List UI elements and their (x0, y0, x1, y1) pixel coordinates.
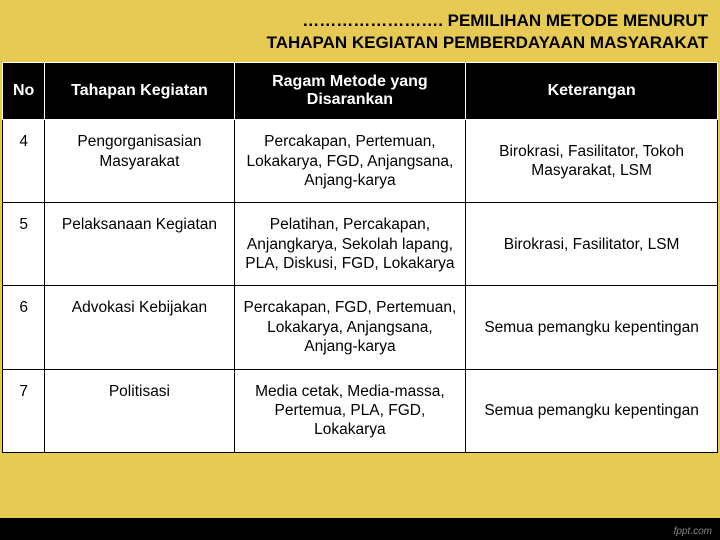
cell-no: 7 (3, 369, 45, 452)
cell-ragam: Pelatihan, Percakapan, Anjangkarya, Seko… (234, 203, 466, 286)
footer-bar: fppt.com (0, 518, 720, 540)
cell-tahapan: Politisasi (45, 369, 234, 452)
cell-no: 6 (3, 286, 45, 369)
col-header-ragam: Ragam Metode yang Disarankan (234, 63, 466, 120)
cell-no: 5 (3, 203, 45, 286)
col-header-no: No (3, 63, 45, 120)
table-container: No Tahapan Kegiatan Ragam Metode yang Di… (0, 62, 720, 540)
table-row: 5 Pelaksanaan Kegiatan Pelatihan, Percak… (3, 203, 718, 286)
table-row: 6 Advokasi Kebijakan Percakapan, FGD, Pe… (3, 286, 718, 369)
footer-credit: fppt.com (674, 526, 712, 537)
cell-tahapan: Pengorganisasian Masyarakat (45, 120, 234, 203)
methods-table: No Tahapan Kegiatan Ragam Metode yang Di… (2, 62, 718, 453)
table-header-row: No Tahapan Kegiatan Ragam Metode yang Di… (3, 63, 718, 120)
title-line-2: TAHAPAN KEGIATAN PEMBERDAYAAN MASYARAKAT (12, 32, 708, 54)
cell-keterangan: Semua pemangku kepentingan (466, 286, 718, 369)
table-row: 4 Pengorganisasian Masyarakat Percakapan… (3, 120, 718, 203)
col-header-tahapan: Tahapan Kegiatan (45, 63, 234, 120)
slide-page: ……………………. PEMILIHAN METODE MENURUT TAHAP… (0, 0, 720, 540)
cell-ragam: Percakapan, FGD, Pertemuan, Lokakarya, A… (234, 286, 466, 369)
title-line-1: ……………………. PEMILIHAN METODE MENURUT (12, 10, 708, 32)
cell-keterangan: Birokrasi, Fasilitator, Tokoh Masyarakat… (466, 120, 718, 203)
cell-tahapan: Advokasi Kebijakan (45, 286, 234, 369)
table-row: 7 Politisasi Media cetak, Media-massa, P… (3, 369, 718, 452)
cell-no: 4 (3, 120, 45, 203)
slide-title: ……………………. PEMILIHAN METODE MENURUT TAHAP… (0, 0, 720, 62)
cell-ragam: Percakapan, Pertemuan, Lokakarya, FGD, A… (234, 120, 466, 203)
cell-ragam: Media cetak, Media-massa, Pertemua, PLA,… (234, 369, 466, 452)
cell-keterangan: Semua pemangku kepentingan (466, 369, 718, 452)
cell-tahapan: Pelaksanaan Kegiatan (45, 203, 234, 286)
cell-keterangan: Birokrasi, Fasilitator, LSM (466, 203, 718, 286)
col-header-keterangan: Keterangan (466, 63, 718, 120)
